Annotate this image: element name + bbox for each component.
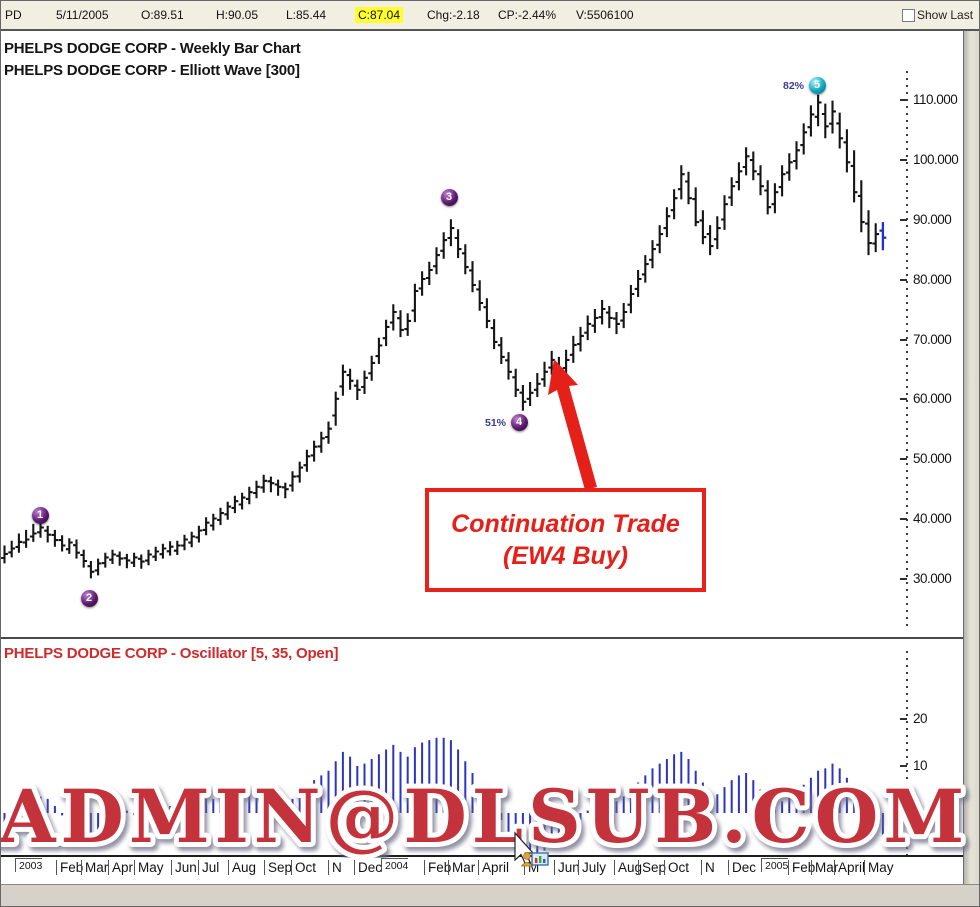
elliott-wave-marker-2[interactable]: 2	[80, 589, 98, 607]
date-axis-month-label: Dec	[728, 860, 756, 875]
symbol-label: PD	[5, 8, 22, 22]
date-axis-line	[1, 855, 964, 857]
date-axis-month-label: Mar	[811, 860, 838, 875]
price-axis-tick	[900, 578, 907, 580]
price-axis-label: 30.000	[913, 571, 952, 586]
date-axis-year-label: 2003	[15, 858, 43, 872]
date-axis-year-label: 2004	[381, 858, 409, 872]
price-axis-tick	[900, 218, 907, 221]
date-axis-month-label: Sep	[638, 860, 666, 875]
callout-line2: (EW4 Buy)	[503, 542, 628, 570]
oscillator-axis-tick	[900, 765, 907, 767]
elliott-wave-marker-4[interactable]: 4	[510, 413, 528, 431]
callout-line1: Continuation Trade	[451, 509, 680, 538]
date-axis-month-label: N	[328, 860, 342, 875]
show-last-label: Show Last	[917, 8, 974, 22]
date-axis-month-label: Sep	[264, 860, 292, 875]
cursor-arrow-icon	[514, 831, 535, 865]
quote-toolbar: PD 5/11/2005 O:89.51 H:90.05 L:85.44 C:8…	[1, 1, 979, 31]
last-price-bar	[879, 222, 887, 251]
date-axis-month-label: Oct	[291, 860, 316, 875]
price-axis-tick	[900, 398, 907, 401]
price-axis-label: 70.000	[913, 331, 952, 347]
price-axis-label: 40.000	[913, 511, 952, 527]
date-axis-month-label: Feb	[56, 860, 83, 875]
oscillator-histogram	[3, 737, 884, 856]
date-axis-month-label: Aug	[614, 860, 642, 875]
date-axis-month-label: Aug	[228, 860, 256, 875]
date-axis-month-label: Jul	[198, 860, 219, 875]
change-value: Chg:-2.18	[427, 8, 480, 22]
date-axis-month-label: Feb	[424, 860, 451, 875]
price-axis-label: 100.000	[913, 151, 959, 167]
chart-title-weekly: PHELPS DODGE CORP - Weekly Bar Chart	[4, 40, 301, 57]
oscillator-axis-tick	[900, 718, 907, 720]
date-axis-month-label: Mar	[81, 860, 108, 875]
show-last-checkbox[interactable]	[902, 9, 915, 22]
oscillator-axis-label: 20	[913, 711, 928, 726]
date-axis-month-label: M	[524, 860, 539, 875]
date-axis-month-label: Jun	[554, 860, 580, 875]
price-axis-tick	[900, 99, 907, 101]
close-value-highlighted: C:87.04	[355, 7, 404, 23]
open-value: O:89.51	[141, 8, 184, 22]
low-value: L:85.44	[286, 8, 327, 22]
date-axis-month-label: July	[578, 860, 606, 875]
oscillator-axis-ticks	[906, 651, 908, 856]
date-axis-year-label: 2005	[761, 858, 789, 872]
retracement-pct-label: 82%	[783, 80, 805, 92]
date-axis-month-label: April	[834, 860, 865, 875]
vertical-scrollbar[interactable]	[963, 31, 979, 884]
elliott-wave-marker-5[interactable]: 5	[808, 76, 826, 94]
date-axis-month-label: Apr	[108, 860, 133, 875]
price-bars	[1, 94, 880, 579]
chart-title-elliott: PHELPS DODGE CORP - Elliott Wave [300]	[4, 62, 300, 79]
change-pct-value: CP:-2.44%	[498, 8, 557, 22]
price-axis-tick	[900, 338, 907, 341]
retracement-pct-label: 51%	[485, 417, 507, 429]
price-axis-label: 50.000	[913, 451, 952, 467]
price-axis-label: 90.000	[913, 211, 952, 227]
price-axis-ticks	[906, 71, 908, 631]
annotation-arrow	[548, 359, 597, 490]
price-axis-tick	[900, 458, 907, 461]
volume-value: V:5506100	[576, 8, 634, 22]
price-axis-label: 110.000	[913, 92, 958, 107]
price-axis-label: 60.000	[913, 391, 952, 407]
oscillator-axis-label: 10	[913, 758, 928, 773]
bottom-status-bar: ► Trading Calendar C ◂▸ ▸◂ ◂ ▸	[1, 884, 979, 906]
date-axis-month-label: Mar	[448, 860, 475, 875]
oscillator-title: PHELPS DODGE CORP - Oscillator [5, 35, O…	[4, 645, 339, 662]
mouse-cursor	[514, 831, 549, 867]
date-axis-month-label: Oct	[664, 860, 689, 875]
date-axis-month-label: April	[478, 860, 509, 875]
price-axis-tick	[900, 278, 907, 281]
high-value: H:90.05	[216, 8, 259, 22]
date-axis-month-label: N	[701, 860, 715, 875]
date-axis-month-label: May	[134, 860, 164, 875]
elliott-wave-marker-3[interactable]: 3	[440, 188, 458, 206]
date-label: 5/11/2005	[56, 8, 109, 22]
price-axis-tick	[900, 158, 907, 161]
date-axis-month-label: Feb	[788, 860, 815, 875]
date-axis-month-label: Jun	[171, 860, 197, 875]
price-axis-tick	[900, 518, 907, 521]
panel-divider	[1, 637, 964, 639]
elliott-wave-marker-1[interactable]: 1	[31, 506, 49, 524]
date-axis-month-label: Dec	[354, 860, 382, 875]
drag-object-icon	[520, 852, 549, 867]
date-axis-month-label: May	[864, 860, 894, 875]
price-axis-label: 80.000	[913, 271, 952, 287]
continuation-trade-callout[interactable]: Continuation Trade (EW4 Buy)	[425, 488, 706, 592]
